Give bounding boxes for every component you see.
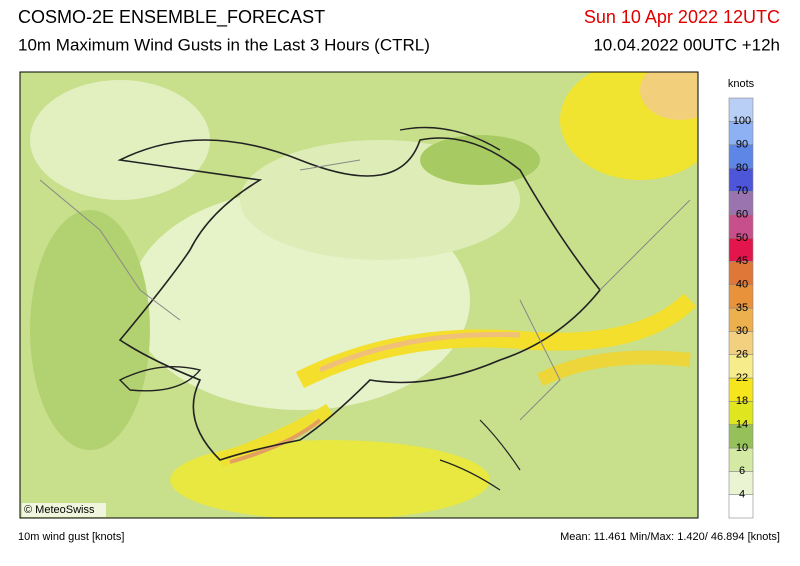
legend-level: 18 [736,395,748,407]
legend-level: 80 [736,162,748,174]
valid-time: Sun 10 Apr 2022 12UTC [584,7,780,27]
footer-variable: 10m wind gust [knots] [18,531,124,543]
legend-unit: knots [728,78,755,90]
legend-level: 6 [739,465,745,477]
legend-level: 40 [736,279,748,291]
legend-level: 30 [736,325,748,337]
footer-stats: Mean: 11.461 Min/Max: 1.420/ 46.894 [kno… [560,531,780,543]
legend-level: 90 [736,139,748,151]
legend-level: 100 [733,115,751,127]
legend-level: 50 [736,232,748,244]
legend-level: 45 [736,255,748,267]
legend-level: 4 [739,489,745,501]
legend-level: 60 [736,209,748,221]
legend-level: 14 [736,419,748,431]
legend-swatch [728,97,754,122]
legend-level: 22 [736,372,748,384]
title: COSMO-2E ENSEMBLE_FORECAST [18,7,325,28]
legend-level: 70 [736,185,748,197]
map: © MeteoSwiss [19,71,699,519]
legend-level: 10 [736,442,748,454]
subtitle: 10m Maximum Wind Gusts in the Last 3 Hou… [18,35,430,54]
legend-level: 35 [736,302,748,314]
run-time: 10.04.2022 00UTC +12h [593,35,780,54]
credit: © MeteoSwiss [24,504,95,516]
legend-level: 26 [736,349,748,361]
legend: knots 4 6 10 14 18 22 26 30 35 40 45 50 60 70 80 90 100 [728,78,755,519]
